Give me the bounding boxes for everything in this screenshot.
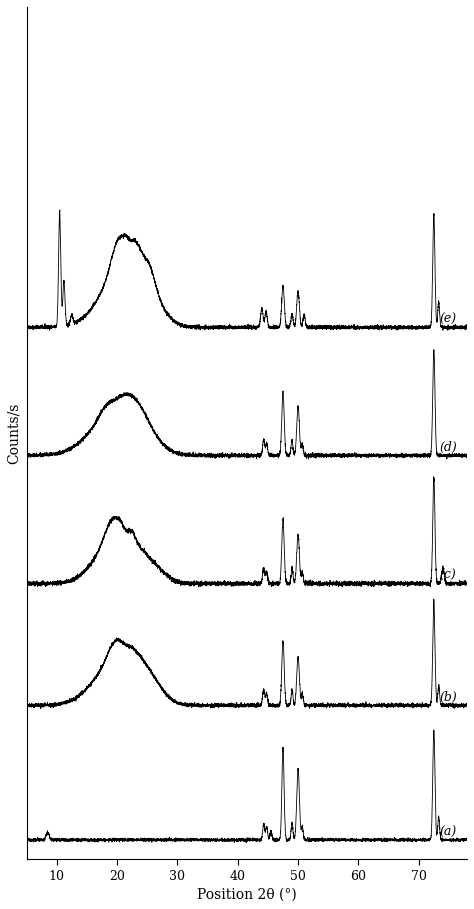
X-axis label: Position 2θ (°): Position 2θ (°): [197, 888, 297, 902]
Text: (b): (b): [440, 691, 458, 704]
Text: (e): (e): [440, 313, 457, 326]
Text: (c): (c): [440, 569, 456, 583]
Y-axis label: Counts/s: Counts/s: [7, 403, 21, 464]
Text: (a): (a): [440, 825, 457, 839]
Text: (d): (d): [440, 441, 458, 454]
